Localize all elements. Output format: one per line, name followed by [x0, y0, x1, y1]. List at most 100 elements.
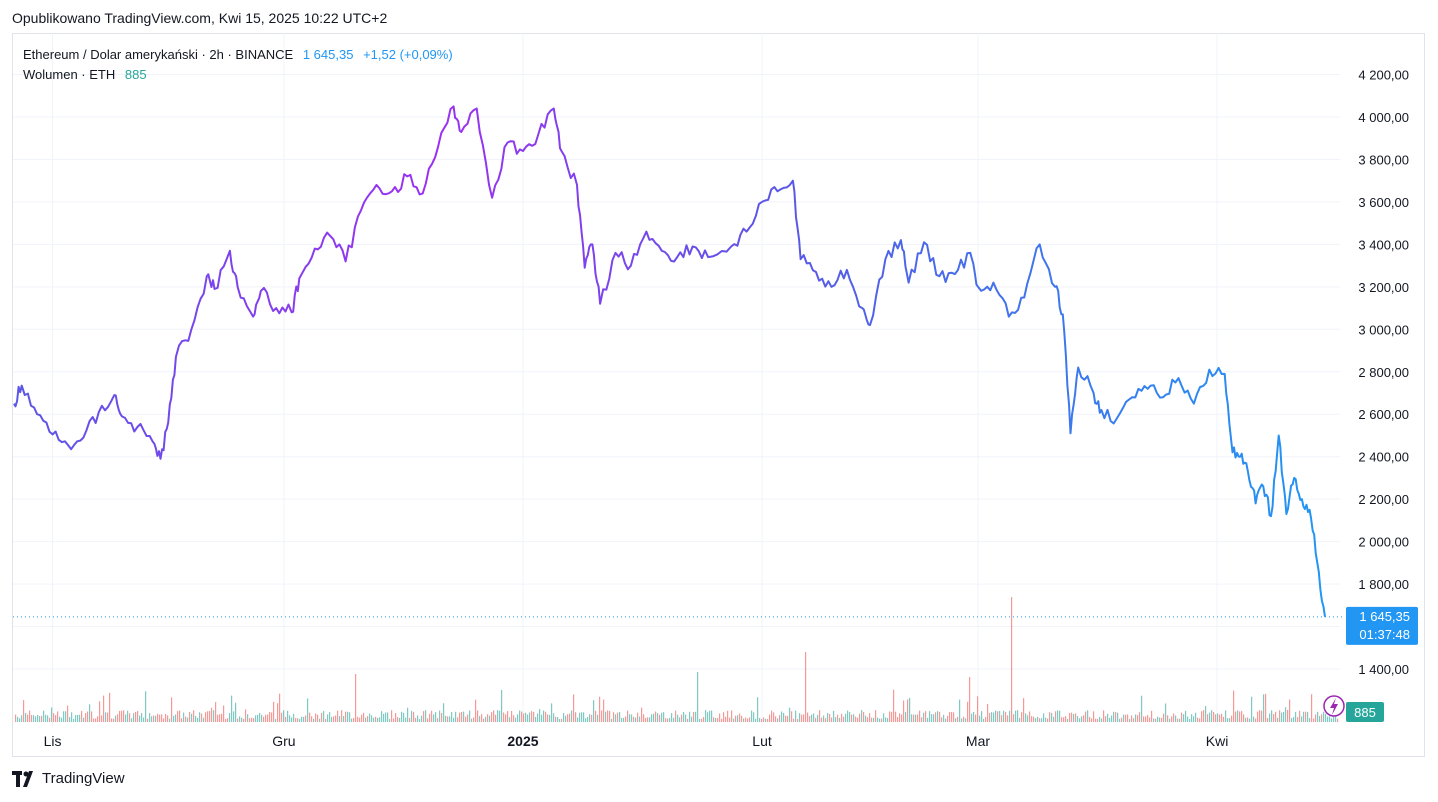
volume-bar — [413, 712, 415, 722]
volume-bar — [647, 717, 649, 722]
y-tick-label: 3 000,00 — [1358, 322, 1409, 337]
volume-bar — [657, 713, 659, 722]
volume-bar — [1171, 716, 1173, 722]
volume-bar — [259, 712, 261, 722]
volume-bar — [129, 713, 131, 722]
volume-bar — [223, 705, 225, 722]
volume-bar — [373, 717, 375, 722]
volume-bar — [1303, 711, 1305, 722]
volume-bar — [177, 711, 179, 722]
volume-bar — [491, 712, 493, 722]
volume-bar — [1097, 718, 1099, 722]
volume-bar — [389, 718, 391, 722]
volume-bar — [1315, 714, 1317, 722]
volume-bar — [495, 714, 497, 722]
volume-bar — [993, 712, 995, 722]
volume-bar — [477, 710, 479, 722]
volume-bar — [467, 714, 469, 722]
volume-bar — [727, 710, 729, 722]
volume-bar — [565, 715, 567, 722]
volume-bar — [881, 718, 883, 722]
volume-bar — [487, 714, 489, 722]
volume-bar — [229, 712, 231, 722]
volume-bar — [521, 711, 523, 722]
volume-bar — [639, 716, 641, 722]
volume-bar — [447, 716, 449, 722]
volume-bar — [1331, 718, 1333, 722]
volume-bar — [1151, 710, 1153, 722]
volume-bar — [1147, 715, 1149, 722]
volume-bar — [151, 716, 153, 722]
volume-bar — [795, 710, 797, 722]
volume-bar — [101, 715, 103, 722]
volume-bar — [243, 718, 245, 722]
volume-bar — [93, 718, 95, 722]
volume-bar — [1047, 718, 1049, 722]
volume-bar — [1165, 703, 1167, 722]
legend-volume-label[interactable]: Wolumen · ETH — [23, 67, 116, 82]
legend-change: +1,52 (+0,09%) — [363, 47, 453, 62]
volume-bar — [859, 713, 861, 722]
volume-bar — [1043, 713, 1045, 722]
volume-bar — [95, 718, 97, 722]
price-line[interactable] — [13, 105, 1326, 618]
volume-bar — [603, 699, 605, 722]
volume-bar — [785, 715, 787, 722]
volume-bar — [1287, 710, 1289, 722]
volume-bar — [493, 710, 495, 722]
volume-bar — [1275, 711, 1277, 722]
volume-bar — [395, 713, 397, 722]
volume-bar — [111, 718, 113, 722]
volume-bar — [761, 718, 763, 722]
last-price-badge-value: 1 645,35 — [1359, 609, 1410, 624]
volume-bar — [605, 711, 607, 722]
volume-bar — [511, 710, 513, 722]
volume-bar — [759, 718, 761, 722]
footer-brand[interactable]: TradingView — [42, 770, 125, 787]
volume-bar — [895, 711, 897, 722]
volume-bar — [1227, 718, 1229, 722]
volume-bar — [459, 712, 461, 722]
volume-bar — [741, 715, 743, 722]
volume-bar — [1111, 715, 1113, 722]
volume-bar — [885, 717, 887, 722]
volume-bar — [55, 715, 57, 722]
volume-bar — [97, 716, 99, 722]
volume-bar — [775, 716, 777, 722]
volume-bar — [335, 715, 337, 722]
volume-bar — [233, 711, 235, 722]
volume-bar — [473, 717, 475, 722]
volume-bar — [1247, 717, 1249, 722]
volume-bar — [173, 715, 175, 722]
volume-bar — [589, 714, 591, 722]
volume-bar — [681, 714, 683, 722]
volume-bar — [701, 718, 703, 722]
volume-bar — [503, 712, 505, 722]
volume-bar — [131, 718, 133, 722]
volume-badge-value: 885 — [1354, 705, 1376, 720]
volume-bar — [649, 717, 651, 722]
volume-bar — [915, 714, 917, 722]
volume-bar — [235, 702, 237, 722]
legend-symbol[interactable]: Ethereum / Dolar amerykański · 2h · BINA… — [23, 47, 294, 62]
x-tick-label: Mar — [966, 733, 990, 749]
volume-bar — [669, 718, 671, 722]
volume-bar — [1163, 713, 1165, 722]
volume-bar — [1299, 710, 1301, 722]
volume-bar — [939, 711, 941, 722]
volume-bar — [619, 712, 621, 722]
volume-bar — [1113, 711, 1115, 722]
volume-bar — [1133, 718, 1135, 722]
volume-bar — [851, 714, 853, 722]
volume-bar — [351, 718, 353, 722]
volume-bar — [601, 710, 603, 722]
volume-bar — [753, 712, 755, 722]
volume-bar — [1017, 710, 1019, 722]
volume-bar — [187, 717, 189, 722]
volume-bar — [103, 695, 105, 722]
volume-bar — [903, 700, 905, 722]
volume-bar — [705, 710, 707, 722]
volume-bar — [359, 717, 361, 722]
volume-bar — [1327, 716, 1329, 722]
